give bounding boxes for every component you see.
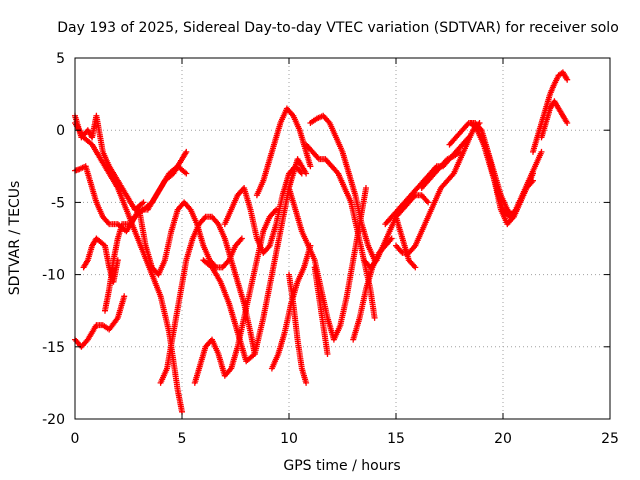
series-markers — [102, 148, 190, 314]
series-layer — [72, 69, 571, 415]
series-trace-27 — [478, 134, 536, 220]
x-axis-label: GPS time / hours — [283, 458, 400, 474]
x-tick-label: 5 — [178, 431, 187, 447]
series-trace-16 — [303, 141, 378, 321]
series-markers — [221, 163, 305, 256]
series-trace-6 — [102, 148, 190, 314]
x-tick-label: 15 — [387, 431, 405, 447]
y-tick-label: -15 — [42, 340, 65, 356]
series-trace-23 — [393, 213, 419, 271]
series-trace-12 — [253, 105, 314, 199]
series-markers — [418, 148, 464, 191]
series-trace-22 — [393, 120, 483, 256]
series-trace-10 — [200, 156, 310, 365]
x-tick-label: 20 — [494, 431, 512, 447]
y-tick-label: 5 — [56, 51, 65, 67]
series-markers — [538, 98, 571, 141]
series-trace-1 — [72, 112, 147, 213]
series-markers — [286, 271, 310, 386]
series-markers — [307, 112, 378, 264]
series-markers — [478, 134, 536, 220]
grid-layer — [75, 58, 610, 419]
series-markers — [253, 105, 314, 199]
y-tick-label: -20 — [42, 412, 65, 428]
series-markers — [303, 141, 378, 321]
series-markers — [157, 213, 258, 386]
series-trace-29 — [538, 98, 571, 141]
y-tick-label: 0 — [56, 123, 65, 139]
series-trace-5 — [80, 235, 121, 285]
series-markers — [72, 112, 147, 213]
series-markers — [393, 120, 483, 256]
series-trace-28 — [530, 69, 571, 155]
y-tick-label: -5 — [51, 195, 65, 211]
series-markers — [200, 156, 310, 365]
series-markers — [80, 235, 121, 285]
x-tick-label: 0 — [71, 431, 80, 447]
series-trace-11 — [221, 163, 305, 256]
chart-title: Day 193 of 2025, Sidereal Day-to-day VTE… — [57, 20, 619, 36]
tick-layer: 0 5 10 15 20 25 -20 -15 -10 -5 0 5 — [42, 51, 619, 447]
plot-frame — [74, 57, 611, 420]
x-tick-label: 25 — [601, 431, 619, 447]
series-trace-18 — [307, 112, 378, 264]
series-markers — [191, 206, 280, 386]
y-axis-label: SDTVAR / TECUs — [7, 181, 23, 296]
series-markers — [72, 293, 128, 350]
series-markers — [393, 213, 419, 271]
x-tick-label: 10 — [280, 431, 298, 447]
series-trace-24 — [418, 148, 464, 191]
series-trace-4 — [72, 293, 128, 350]
series-trace-9 — [191, 206, 280, 386]
series-trace-15 — [286, 271, 310, 386]
y-tick-label: -10 — [42, 268, 65, 284]
series-markers — [530, 69, 571, 155]
series-markers — [311, 264, 331, 357]
series-trace-8 — [157, 213, 258, 386]
series-trace-17 — [311, 264, 331, 357]
